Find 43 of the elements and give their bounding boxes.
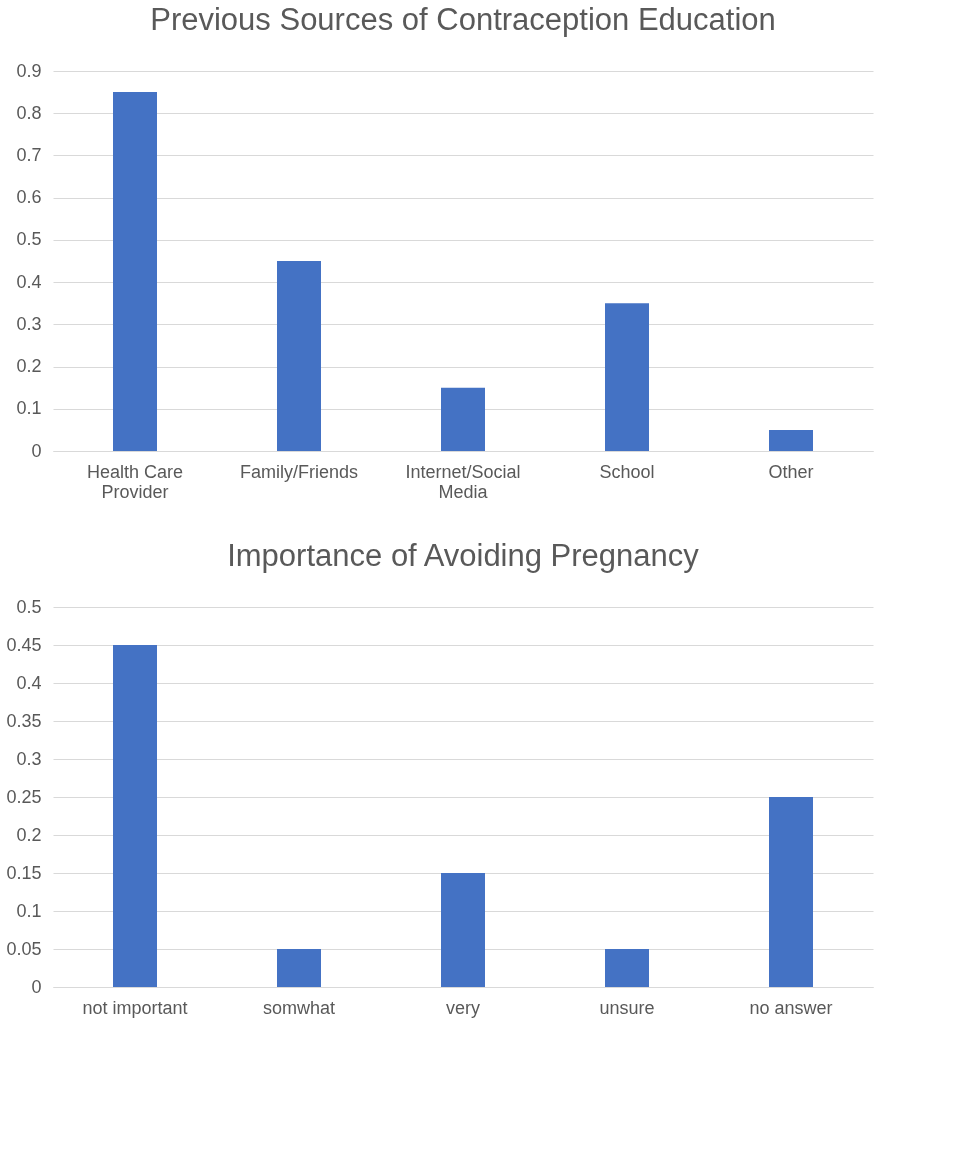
chart-title: Previous Sources of Contraception Education — [150, 2, 776, 37]
y-tick-label: 0.9 — [16, 60, 42, 81]
y-tick-label: 0.6 — [16, 187, 42, 208]
x-tick-label: Family/Friends — [239, 461, 359, 482]
y-tick-label: 0 — [31, 976, 42, 997]
y-tick-label: 0.3 — [16, 748, 42, 769]
y-tick-label: 0.5 — [16, 596, 42, 617]
y-tick-label: 0 — [31, 440, 42, 461]
y-tick-label: 0.2 — [16, 356, 42, 377]
y-tick-label: 0.45 — [6, 634, 42, 655]
x-tick-label: somwhat — [262, 997, 336, 1018]
x-tick-label: Health Care Provider — [86, 461, 184, 502]
y-tick-label: 0.4 — [16, 672, 42, 693]
bar — [277, 949, 321, 987]
bar — [113, 645, 157, 987]
bar — [769, 797, 813, 987]
x-tick-label: unsure — [599, 997, 655, 1018]
x-tick-label: Internet/Social Media — [405, 461, 521, 502]
x-tick-label: Other — [768, 461, 814, 482]
x-tick-label: no answer — [749, 997, 833, 1018]
y-tick-label: 0.2 — [16, 824, 42, 845]
x-tick-label: School — [599, 461, 655, 482]
bar — [769, 429, 813, 451]
chart-title: Importance of Avoiding Pregnancy — [227, 538, 700, 573]
bar — [441, 873, 485, 987]
bar — [605, 303, 649, 451]
y-tick-label: 0.8 — [16, 102, 42, 123]
bar — [277, 261, 321, 451]
y-tick-label: 0.5 — [16, 229, 42, 250]
y-tick-label: 0.1 — [16, 900, 42, 921]
bar — [441, 387, 485, 451]
bar — [605, 949, 649, 987]
y-tick-label: 0.25 — [6, 786, 42, 807]
y-tick-label: 0.4 — [16, 271, 42, 292]
y-tick-label: 0.7 — [16, 144, 42, 165]
x-tick-label: very — [445, 997, 481, 1018]
y-tick-label: 0.05 — [6, 938, 42, 959]
x-tick-label: not important — [82, 997, 188, 1018]
y-tick-label: 0.15 — [6, 862, 42, 883]
bar — [113, 92, 157, 451]
y-tick-label: 0.35 — [6, 710, 42, 731]
y-tick-label: 0.3 — [16, 313, 42, 334]
y-tick-label: 0.1 — [16, 398, 42, 419]
